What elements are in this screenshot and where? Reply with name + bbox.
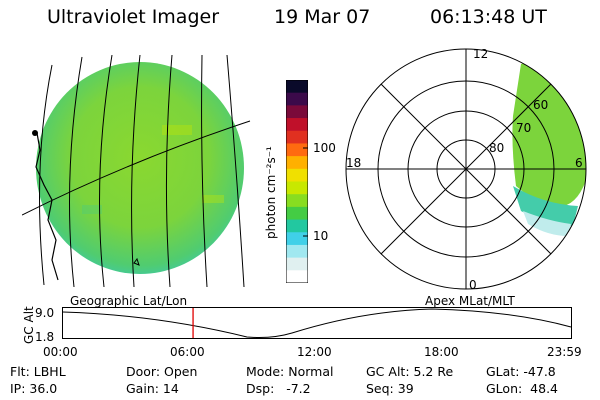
mlt-label-0: 0 [469,278,477,292]
colorbar-band [286,168,308,182]
filter-readout: Flt: LBHL [10,364,66,379]
lat-lon-grid [22,55,251,287]
gc-alt-axis-label: GC Alt [22,306,36,344]
mlat-label-80: 80 [489,141,504,155]
colorbar-band [286,270,308,283]
island-outline [133,257,140,266]
x-tick-0000: 00:00 [43,345,78,359]
mlt-label-12: 12 [473,47,488,61]
colorbar-band [286,257,308,271]
x-tick-1800: 18:00 [424,345,459,359]
colorbar-tick-100: 100 [313,141,336,155]
x-tick-0600: 06:00 [170,345,205,359]
colorbar [286,80,308,283]
seq-readout: Seq: 39 [366,381,414,396]
door-readout: Door: Open [126,364,198,379]
glat-readout: GLat: -47.8 [486,364,556,379]
colorbar-band [286,105,308,119]
colorbar-band [286,118,308,132]
colorbar-unit-label: photon cm⁻²s⁻¹ [264,146,278,239]
alt-tick-low: 1.8 [35,330,55,344]
mlat-label-60: 60 [533,98,548,112]
colorbar-band [286,80,308,94]
mlat-label-70: 70 [516,121,531,135]
time-label: 06:13:48 UT [430,6,547,28]
colorbar-band [286,130,308,144]
dsp-readout: Dsp: -7.2 [246,381,311,396]
colorbar-band [286,244,308,259]
ip-readout: IP: 36.0 [10,381,58,396]
colorbar-band [286,143,308,157]
polar-plot-panel: 12 18 6 0 60 70 80 [345,47,587,292]
colorbar-band [286,219,308,233]
polar-grid [345,48,587,290]
colorbar-band [286,194,308,208]
geographic-caption: Geographic Lat/Lon [70,294,188,308]
colorbar-tick-10: 10 [313,229,329,243]
mlt-label-6: 6 [575,156,583,170]
date-label: 19 Mar 07 [274,6,371,28]
mlt-label-18: 18 [346,156,361,170]
colorbar-band [286,156,308,170]
alt-tick-high: 9.0 [35,306,55,320]
landmass-marker [32,130,38,136]
x-tick-2359: 23:59 [547,345,582,359]
colorbar-band [286,206,308,221]
geographic-image-panel [22,55,251,287]
app-title: Ultraviolet Imager [47,6,220,28]
apex-caption: Apex MLat/MLT [425,294,515,308]
altitude-strip [62,307,572,339]
colorbar-band [286,232,308,246]
glon-readout: GLon: 48.4 [486,381,558,396]
mode-readout: Mode: Normal [246,364,334,379]
uv-disc [36,62,244,274]
altitude-curve [62,308,572,338]
gain-readout: Gain: 14 [126,381,179,396]
x-tick-1200: 12:00 [297,345,332,359]
gc-alt-readout: GC Alt: 5.2 Re [366,364,454,379]
auroral-data-region [512,62,586,236]
colorbar-band [286,181,308,195]
colorbar-band [286,92,308,106]
coastline [35,132,59,281]
